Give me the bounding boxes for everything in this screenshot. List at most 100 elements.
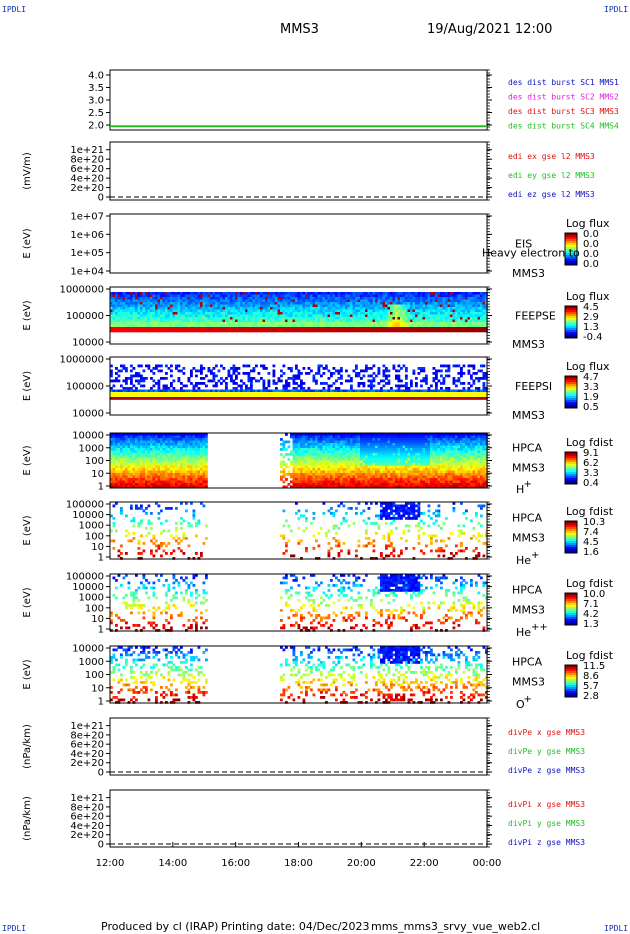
spectrogram-cell <box>282 455 286 459</box>
spectrogram-cell <box>162 317 166 320</box>
spectrogram-cell <box>192 468 196 471</box>
spectrogram-cell <box>290 392 293 395</box>
spectrogram-cell <box>187 475 191 479</box>
spectrogram-cell <box>115 473 118 476</box>
spectrogram-cell <box>450 304 453 308</box>
spectrogram-cell <box>320 394 323 398</box>
spectrogram-cell <box>370 367 373 370</box>
spectrogram-cell <box>395 299 398 303</box>
spectrogram-cell <box>217 369 221 373</box>
spectrogram-cell <box>307 448 311 451</box>
spectrogram-cell <box>257 322 261 325</box>
spectrogram-cell <box>242 304 246 308</box>
spectrogram-cell <box>252 312 256 315</box>
spectrogram-cell <box>182 372 186 375</box>
spectrogram-cell <box>165 468 168 471</box>
spectrogram-cell <box>362 302 366 305</box>
spectrogram-cell <box>320 322 323 325</box>
spectrogram-cell <box>160 327 163 330</box>
spectrogram-cell <box>335 294 338 298</box>
spectrogram-cell <box>115 435 118 439</box>
spectrogram-cell <box>165 299 168 303</box>
spectrogram-cell <box>180 485 183 489</box>
spectrogram-cell <box>287 440 291 444</box>
spectrogram-cell <box>327 324 331 328</box>
spectrogram-cell <box>295 319 298 323</box>
spectrogram-cell <box>280 299 283 303</box>
spectrogram-cell <box>425 389 428 393</box>
spectrogram-cell <box>205 397 208 400</box>
spectrogram-cell <box>262 384 266 388</box>
spectrogram-cell <box>417 394 421 398</box>
spectrogram-cell <box>190 453 193 456</box>
spectrogram-cell <box>230 307 233 310</box>
spectrogram-cell <box>140 435 143 439</box>
spectrogram-cell <box>185 485 188 489</box>
spectrogram-cell <box>197 369 201 373</box>
spectrogram-cell <box>172 309 176 313</box>
spectrogram-cell <box>122 470 126 474</box>
spectrogram-cell <box>130 438 133 441</box>
spectrogram-cell <box>302 455 306 459</box>
spectrogram-cell <box>345 317 348 320</box>
spectrogram-cell <box>280 307 283 310</box>
spectrogram-cell <box>222 324 226 328</box>
spectrogram-cell <box>130 397 133 400</box>
spectrogram-cell <box>225 317 228 320</box>
spectrogram-cell <box>472 307 476 310</box>
spectrogram-cell <box>142 453 146 456</box>
spectrogram-cell <box>307 387 311 390</box>
spectrogram-cell <box>452 327 456 330</box>
spectrogram-cell <box>317 292 321 295</box>
spectrogram-cell <box>430 314 433 318</box>
spectrogram-cell <box>162 302 166 305</box>
spectrogram-cell <box>292 304 296 308</box>
spectrogram-cell <box>377 372 381 375</box>
spectrogram-cell <box>207 304 211 308</box>
spectrogram-cell <box>205 460 208 464</box>
spectrogram-cell <box>472 379 476 383</box>
spectrogram-cell <box>132 304 136 308</box>
spectrogram-cell <box>187 309 191 313</box>
spectrogram-cell <box>242 364 246 368</box>
spectrogram-cell <box>222 394 226 398</box>
colorbar-value: 1.9 <box>583 392 599 403</box>
spectrogram-cell <box>325 397 328 400</box>
spectrogram-cell <box>382 324 386 328</box>
spectrogram-cell <box>190 465 193 469</box>
spectrogram-cell <box>422 392 426 395</box>
spectrogram-cell <box>370 312 373 315</box>
spectrogram-cell <box>292 483 296 486</box>
spectrogram-cell <box>182 367 186 370</box>
spectrogram-cell <box>140 394 143 398</box>
spectrogram-cell <box>342 324 346 328</box>
colorbar-segment <box>565 316 577 319</box>
spectrogram-cell <box>260 397 263 400</box>
spectrogram-cell <box>327 329 331 333</box>
spectrogram-cell <box>207 317 211 320</box>
spectrogram-cell <box>255 294 258 298</box>
spectrogram-cell <box>157 453 161 456</box>
spectrogram-cell <box>312 374 316 378</box>
spectrogram-cell <box>372 322 376 325</box>
spectrogram-cell <box>310 435 313 439</box>
spectrogram-cell <box>115 377 118 380</box>
spectrogram-cell <box>307 485 311 489</box>
spectrogram-cell <box>210 369 213 373</box>
spectrogram-cell <box>242 294 246 298</box>
spectrogram-cell <box>462 394 466 398</box>
spectrogram-cell <box>407 322 411 325</box>
spectrogram-cell <box>140 470 143 474</box>
spectrogram-cell <box>320 382 323 385</box>
spectrogram-cell <box>155 364 158 368</box>
spectrogram-cell <box>327 312 331 315</box>
y-tick-label: 8e+20 <box>70 155 104 166</box>
spectrogram-cell <box>202 292 206 295</box>
spectrogram-cell <box>412 319 416 323</box>
spectrogram-cell <box>202 458 206 461</box>
spectrogram-cell <box>320 297 323 300</box>
spectrogram-cell <box>185 394 188 398</box>
spectrogram-cell <box>132 374 136 378</box>
spectrogram-cell <box>437 397 441 400</box>
spectrogram-cell <box>360 309 363 313</box>
